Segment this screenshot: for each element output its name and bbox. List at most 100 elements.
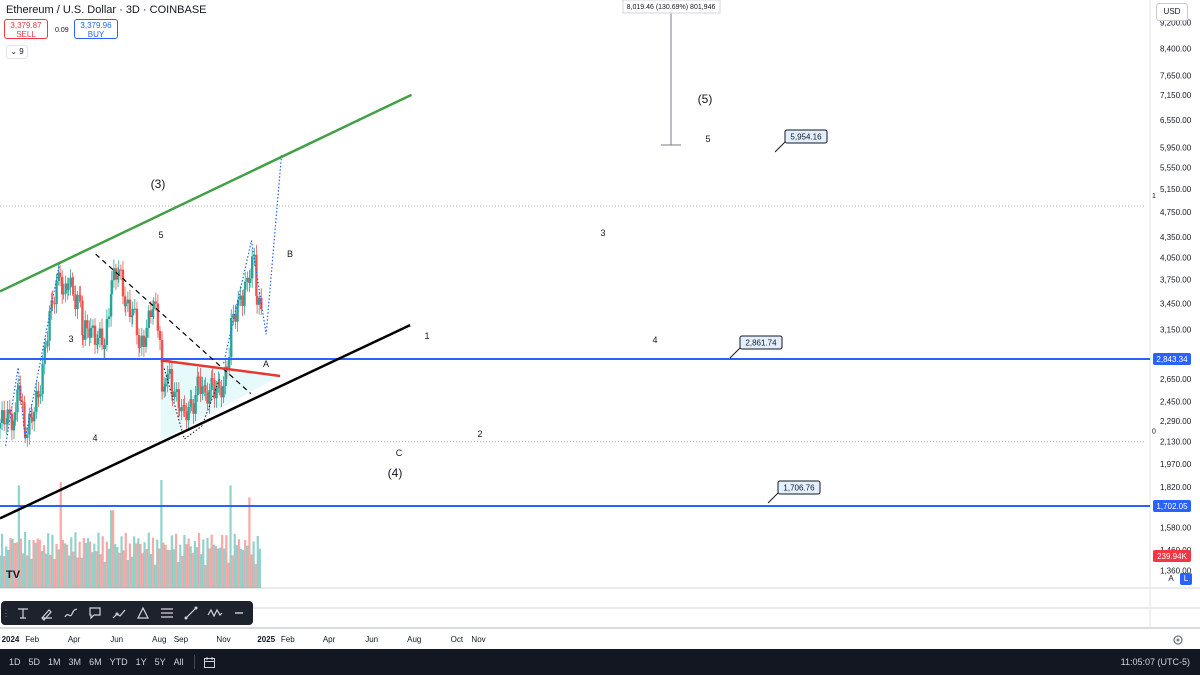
range-ytd-button[interactable]: YTD — [109, 657, 128, 667]
sell-label: SELL — [16, 30, 36, 39]
highlighter-tool-icon[interactable] — [59, 601, 83, 625]
candle-body — [124, 303, 127, 307]
toolbar-grip-icon[interactable]: ⋮ — [1, 608, 11, 618]
volume-bar — [120, 536, 123, 588]
volume-bar — [229, 485, 232, 588]
path-tool-icon[interactable] — [107, 601, 131, 625]
range-6m-button[interactable]: 6M — [89, 657, 102, 667]
y-tick-label: 3,450.00 — [1160, 300, 1192, 309]
y-tick-label: 4,350.00 — [1160, 233, 1192, 242]
volume-bar — [124, 532, 127, 588]
calendar-icon[interactable] — [203, 656, 216, 669]
range-1d-button[interactable]: 1D — [9, 657, 21, 667]
candle-body — [213, 380, 216, 399]
volume-bar — [137, 538, 140, 588]
candle-body — [72, 285, 75, 295]
volume-bar — [109, 510, 113, 588]
candle-body — [133, 308, 137, 310]
settings-gear-icon[interactable] — [1172, 633, 1184, 651]
candle-body — [215, 387, 218, 399]
y-tick-label: 8,400.00 — [1160, 45, 1192, 54]
fib-tool-icon[interactable] — [155, 601, 179, 625]
candle-body — [23, 427, 27, 438]
candle-body — [135, 308, 139, 336]
clock-readout[interactable]: 11:05:07 (UTC-5) — [1120, 657, 1190, 667]
volume-bar — [45, 553, 48, 588]
symbol-title[interactable]: Ethereum / U.S. Dollar · 3D · COINBASE — [6, 4, 207, 16]
volume-bar — [30, 558, 33, 588]
trendline-lower-channel — [0, 324, 411, 520]
range-1m-button[interactable]: 1M — [48, 657, 61, 667]
candle-body — [69, 277, 72, 288]
volume-bar — [214, 546, 217, 588]
volume-bar — [149, 554, 152, 588]
callout-tool-icon[interactable] — [83, 601, 107, 625]
wave-tool-icon[interactable] — [203, 601, 227, 625]
candle-body — [211, 377, 214, 381]
brush-tool-icon[interactable] — [35, 601, 59, 625]
candle-body — [156, 303, 160, 331]
buy-button[interactable]: 3,379.96 BUY — [74, 19, 118, 39]
candle-body — [225, 366, 229, 369]
volume-bar — [252, 541, 255, 588]
sell-button[interactable]: 3,379.87 SELL — [4, 19, 48, 39]
callout-box — [784, 129, 828, 144]
candle-body — [19, 385, 22, 401]
candle-body — [53, 303, 56, 305]
y-tick-label: 4,050.00 — [1160, 254, 1192, 263]
triangle-tool-icon[interactable] — [131, 601, 155, 625]
more-tools-icon[interactable] — [227, 601, 251, 625]
candle-body — [154, 301, 157, 304]
volume-bar — [103, 561, 106, 588]
candle-body — [105, 319, 109, 346]
range-5y-button[interactable]: 5Y — [154, 657, 166, 667]
volume-bar — [174, 533, 178, 588]
candle-body — [91, 325, 95, 328]
candle-body — [48, 311, 51, 341]
volume-bar — [72, 551, 75, 588]
sell-price: 3,379.87 — [10, 21, 42, 30]
x-tick-label: 2024 — [2, 635, 20, 644]
volume-bar — [168, 550, 171, 588]
volume-bar — [21, 553, 25, 588]
y-tick-label: 9,200.00 — [1160, 19, 1192, 28]
volume-bar — [5, 546, 8, 588]
candle-body — [201, 386, 204, 394]
range-1y-button[interactable]: 1Y — [135, 657, 147, 667]
indicators-collapse-button[interactable]: ⌄ 9 — [6, 45, 28, 59]
log-scale-button[interactable]: L — [1180, 573, 1192, 585]
volume-bar — [177, 561, 180, 588]
volume-bar — [130, 556, 134, 588]
volume-bar — [239, 548, 243, 588]
range-3m-button[interactable]: 3M — [68, 657, 82, 667]
auto-scale-button[interactable]: A — [1168, 574, 1174, 583]
wave-label: 1 — [424, 331, 429, 341]
volume-bar — [82, 538, 85, 588]
text-tool-icon[interactable] — [11, 601, 35, 625]
candle-body — [35, 390, 38, 412]
volume-bar — [112, 510, 115, 588]
wave-label: 5 — [705, 134, 710, 144]
volume-bar — [118, 552, 121, 588]
volume-bar — [99, 554, 102, 588]
range-5d-button[interactable]: 5D — [28, 657, 41, 667]
candle-body — [23, 402, 26, 428]
currency-button[interactable]: USD — [1156, 3, 1188, 21]
volume-bar — [76, 557, 79, 588]
range-all-button[interactable]: All — [173, 657, 184, 667]
candle-body — [109, 294, 113, 317]
candle-body — [107, 316, 111, 320]
candle-body — [26, 434, 29, 438]
volume-bar — [248, 497, 251, 588]
y-tick-label: 2,650.00 — [1160, 375, 1192, 384]
candle-body — [218, 381, 221, 387]
candle-body — [175, 389, 178, 393]
candle-body — [199, 376, 202, 394]
candle-body — [81, 300, 84, 335]
trendline-tool-icon[interactable] — [179, 601, 203, 625]
callout-box — [777, 480, 821, 495]
volume-bar — [0, 533, 4, 588]
candle-body — [16, 389, 19, 413]
callout-pointer — [767, 492, 779, 504]
